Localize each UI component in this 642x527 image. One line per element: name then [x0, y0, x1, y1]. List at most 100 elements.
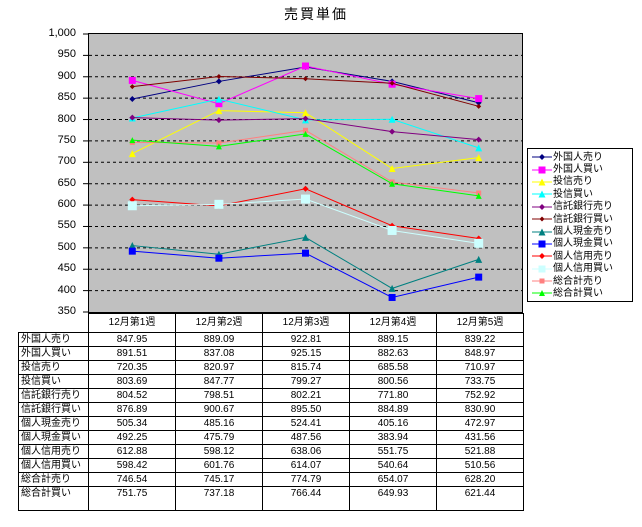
legend-item: 信託銀行買い [531, 213, 632, 225]
table-cell-value: 598.42 [88, 458, 176, 473]
legend-triangle-marker-icon [532, 290, 552, 297]
series-marker [303, 76, 308, 82]
table-header-row: 12月第1週 12月第2週 12月第3週 12月第4週 12月第5週 [19, 313, 524, 333]
table-cell-value: 839.22 [436, 332, 524, 347]
legend-label: 信託銀行売り [553, 201, 613, 213]
series-marker [301, 194, 310, 204]
table-row: 個人信用買い 598.42 601.76 614.07 540.64 510.56 [18, 458, 524, 473]
series-marker [387, 225, 397, 235]
legend-item: 個人信用売り [531, 250, 632, 262]
y-axis-tick-label: 500 [57, 240, 76, 253]
table-cell-value: 922.81 [262, 332, 350, 347]
table-cell-value: 774.79 [262, 472, 350, 487]
series-marker [476, 103, 482, 109]
legend: 外国人売り 外国人買い 投信売り 投信買い 信託銀行売り 信託銀行買い 個人現金売り 個人現金… [527, 148, 633, 302]
table-cell-value: 800.56 [349, 374, 437, 389]
table-cell-value: 521.88 [436, 444, 524, 459]
table-row: 総合計売り 746.54 745.17 774.79 654.07 628.20 [18, 472, 524, 487]
legend-square-marker-icon [532, 265, 552, 273]
table-row-label: 個人信用買い [18, 458, 89, 473]
table-row-label: 外国人売り [18, 332, 89, 347]
table-cell-value: 510.56 [436, 458, 524, 473]
table-cell-value: 889.15 [349, 332, 437, 347]
table-column-header: 12月第2週 [175, 313, 263, 333]
table-row-label: 投信売り [18, 360, 89, 375]
table-row: 総合計買い 751.75 737.18 766.44 649.93 621.44 [18, 486, 524, 511]
series-marker [128, 76, 136, 84]
table-column-header: 12月第4週 [349, 313, 437, 333]
table-cell-value: 799.27 [262, 374, 350, 389]
series-marker [475, 144, 483, 152]
legend-item: 個人現金売り [531, 225, 632, 237]
table-row-label: 信託銀行売り [18, 388, 89, 403]
table-cell-value: 766.44 [262, 486, 350, 511]
table-cell-value: 524.41 [262, 416, 350, 431]
legend-diamond-marker-icon [532, 253, 552, 260]
series-marker [389, 80, 395, 86]
series-marker [215, 95, 223, 103]
series-marker [388, 164, 396, 172]
series-marker [215, 254, 223, 262]
table-cell-value: 847.95 [88, 332, 176, 347]
series-marker [215, 117, 222, 124]
table-cell-value: 837.08 [175, 346, 263, 361]
series-marker [302, 249, 309, 257]
series-marker [216, 140, 222, 146]
y-axis-tick-label: 750 [57, 133, 76, 146]
legend-item: 信託銀行売り [531, 201, 632, 213]
series-marker [214, 199, 224, 209]
table-cell-value: 614.07 [262, 458, 350, 473]
legend-label: 投信売り [553, 176, 593, 188]
legend-diamond-marker-icon [532, 216, 552, 222]
legend-triangle-marker-icon [532, 178, 552, 186]
y-axis-tick-label: 650 [57, 176, 76, 189]
legend-square-marker-icon [532, 278, 552, 284]
series-marker [388, 293, 396, 301]
series-marker [389, 128, 396, 135]
table-row: 信託銀行売り 804.52 798.51 802.21 771.80 752.92 [18, 388, 524, 403]
series-line [132, 66, 479, 104]
table-cell-value: 720.35 [88, 360, 176, 375]
table-row: 個人現金売り 505.34 485.16 524.41 405.16 472.97 [18, 416, 524, 431]
series-marker [129, 84, 135, 90]
data-table-wrap: 12月第1週 12月第2週 12月第3週 12月第4週 12月第5週 外国人売り 847.… [18, 313, 524, 511]
table-cell-value: 628.20 [436, 472, 524, 487]
legend-label: 個人現金売り [553, 226, 613, 238]
legend-item: 総合計売り [531, 275, 632, 287]
table-cell-value: 475.79 [175, 430, 263, 445]
table-cell-value: 752.92 [436, 388, 524, 403]
table-column-header: 12月第5週 [436, 313, 524, 333]
table-column-header: 12月第3週 [262, 313, 350, 333]
legend-label: 投信買い [553, 188, 593, 200]
table-cell-value: 551.75 [349, 444, 437, 459]
table-row: 投信買い 803.69 847.77 799.27 800.56 733.75 [18, 374, 524, 389]
series-marker [475, 136, 482, 143]
series-marker [129, 114, 136, 121]
y-axis-tick-label: 550 [57, 219, 76, 232]
table-row-label: 個人現金売り [18, 416, 89, 431]
table-cell-value: 820.97 [175, 360, 263, 375]
series-marker [128, 242, 136, 250]
table-row: 個人現金買い 492.25 475.79 487.56 383.94 431.56 [18, 430, 524, 445]
table-row: 投信売り 720.35 820.97 815.74 685.58 710.97 [18, 360, 524, 375]
table-cell-value: 472.97 [436, 416, 524, 431]
legend-label: 個人信用買い [553, 263, 613, 275]
table-cell-value: 830.90 [436, 402, 524, 417]
series-marker [216, 73, 222, 79]
legend-item: 外国人買い [531, 163, 632, 175]
y-axis-tick-label: 350 [57, 305, 76, 317]
table-cell-value: 733.75 [436, 374, 524, 389]
table-cell-value: 485.16 [175, 416, 263, 431]
table-cell-value: 649.93 [349, 486, 437, 511]
plot-canvas [83, 33, 522, 313]
table-cell-value: 925.15 [262, 346, 350, 361]
legend-diamond-marker-icon [532, 203, 552, 210]
table-cell-value: 803.69 [88, 374, 176, 389]
series-marker [302, 185, 309, 192]
plot-area [83, 33, 523, 313]
series-marker [388, 284, 396, 292]
legend-triangle-marker-icon [532, 190, 552, 198]
legend-square-marker-icon [532, 240, 552, 248]
series-line [132, 236, 479, 289]
